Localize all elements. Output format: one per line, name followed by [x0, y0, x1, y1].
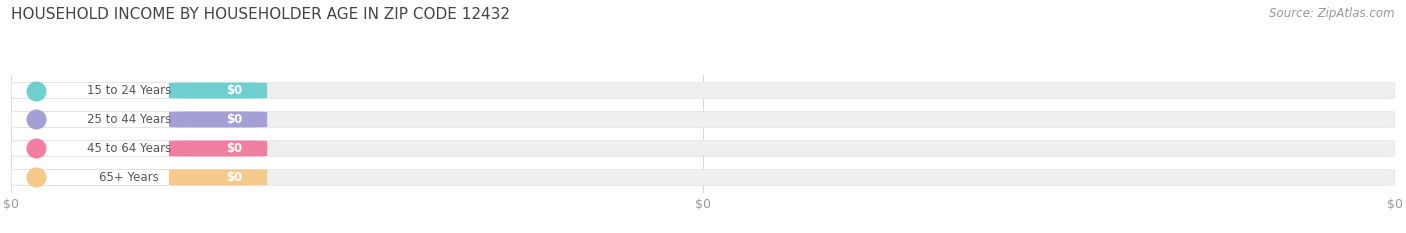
Text: 45 to 64 Years: 45 to 64 Years	[87, 142, 172, 155]
Point	[25, 89, 48, 92]
Text: $0: $0	[226, 84, 243, 97]
Text: 15 to 24 Years: 15 to 24 Years	[87, 84, 172, 97]
FancyBboxPatch shape	[15, 140, 1395, 156]
FancyBboxPatch shape	[11, 112, 194, 127]
FancyBboxPatch shape	[169, 82, 267, 99]
FancyBboxPatch shape	[11, 169, 194, 185]
Text: $0: $0	[226, 113, 243, 126]
Text: Source: ZipAtlas.com: Source: ZipAtlas.com	[1270, 7, 1395, 20]
FancyBboxPatch shape	[169, 140, 267, 156]
FancyBboxPatch shape	[11, 82, 194, 99]
FancyBboxPatch shape	[15, 169, 1395, 185]
Point	[25, 176, 48, 179]
FancyBboxPatch shape	[15, 82, 1395, 99]
FancyBboxPatch shape	[169, 112, 267, 127]
FancyBboxPatch shape	[169, 169, 267, 185]
Text: $0: $0	[226, 171, 243, 184]
Text: HOUSEHOLD INCOME BY HOUSEHOLDER AGE IN ZIP CODE 12432: HOUSEHOLD INCOME BY HOUSEHOLDER AGE IN Z…	[11, 7, 510, 22]
Point	[25, 147, 48, 150]
FancyBboxPatch shape	[11, 140, 194, 156]
Point	[25, 118, 48, 121]
Text: 65+ Years: 65+ Years	[98, 171, 159, 184]
Text: 25 to 44 Years: 25 to 44 Years	[87, 113, 172, 126]
FancyBboxPatch shape	[15, 112, 1395, 127]
Text: $0: $0	[226, 142, 243, 155]
